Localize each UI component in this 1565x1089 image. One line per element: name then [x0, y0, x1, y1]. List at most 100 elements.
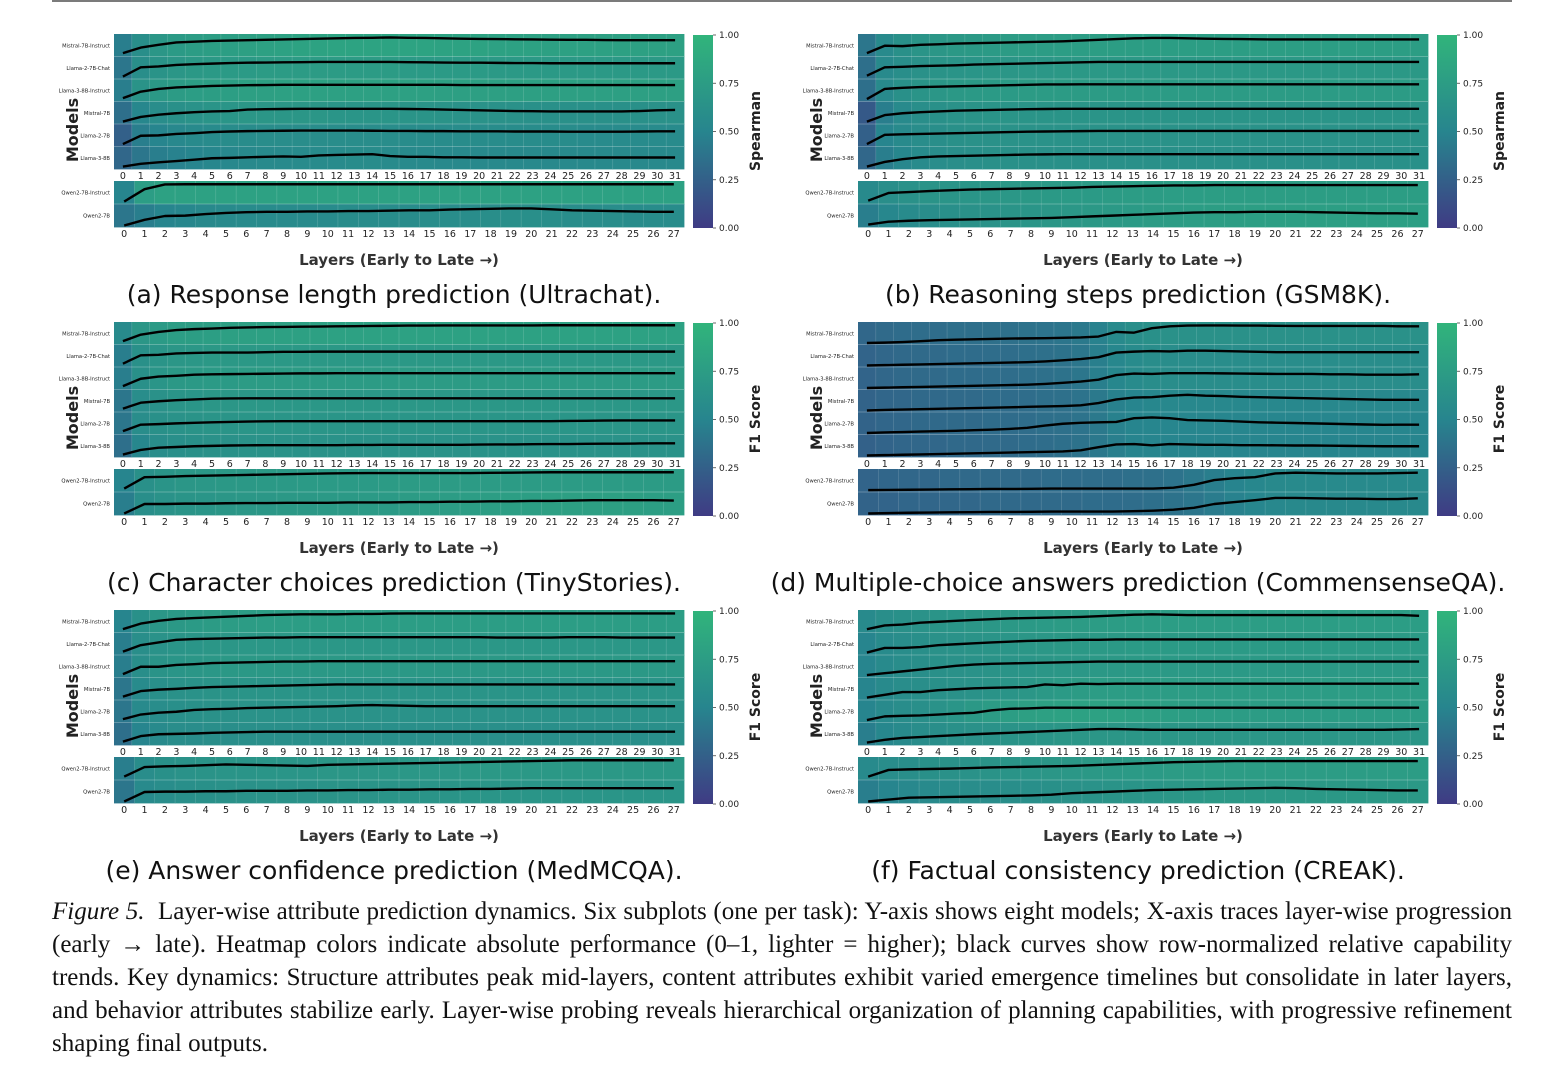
heatmap-cell: [648, 412, 667, 435]
layer-tick-label: 22: [566, 517, 578, 528]
heatmap-cell: [541, 367, 560, 390]
heatmap-cell: [185, 367, 204, 390]
heatmap-cell: [220, 632, 240, 656]
model-label: Llama-3-8B: [80, 156, 110, 162]
layer-tick-label: 14: [1147, 805, 1159, 816]
heatmap-cell: [964, 56, 984, 80]
heatmap-cell: [1160, 56, 1180, 80]
trend-curve: [866, 152, 1420, 168]
heatmap-cell: [1305, 181, 1327, 205]
heatmap-cell: [559, 34, 578, 57]
heatmap-cell: [1000, 412, 1019, 435]
heatmap-cell: [203, 79, 222, 102]
heatmap-cell: [893, 344, 912, 368]
layer-tick-label: 10: [295, 171, 307, 182]
heatmap-cell: [238, 700, 257, 723]
heatmap-cell: [1071, 322, 1090, 345]
colorbar-tick-label: 0.00: [1463, 512, 1483, 522]
heatmap-cell: [131, 412, 151, 435]
heatmap-cell: [488, 412, 507, 435]
heatmap-cell: [309, 655, 329, 678]
heatmap-cell: [1053, 344, 1073, 368]
heatmap-cell: [1071, 124, 1090, 147]
heatmap-cell: [929, 56, 948, 80]
layer-tick-label: 5: [953, 747, 959, 758]
layer-tick-label: 20: [1217, 459, 1229, 470]
heatmap-cell: [878, 492, 900, 516]
heatmap-cell: [1071, 632, 1090, 656]
heatmap-cell: [220, 124, 240, 147]
layer-tick-label: 6: [243, 229, 249, 240]
heatmap-cell: [1356, 677, 1375, 701]
layer-tick-label: 5: [209, 747, 215, 758]
heatmap-cell: [1107, 56, 1126, 80]
heatmap-cell: [452, 79, 471, 102]
heatmap-cell: [1036, 34, 1055, 57]
subplot-b: Mistral-7B-InstructLlama-2-7B-ChatLlama-…: [803, 31, 1508, 309]
heatmap-cell: [256, 655, 275, 678]
layer-tick-label: 9: [1048, 229, 1054, 240]
heatmap-cell: [274, 632, 293, 656]
heatmap-cell: [416, 677, 436, 701]
model-label: Qwen2-7B-Instruct: [805, 767, 854, 773]
heatmap-cell: [602, 757, 624, 781]
heatmap-cell: [1232, 367, 1251, 390]
heatmap-cell: [1196, 101, 1215, 125]
heatmap-cell: [238, 79, 257, 102]
heatmap-cell: [982, 79, 1001, 102]
model-label: Llama-3-8B-Instruct: [59, 664, 110, 670]
heatmap-cell: [399, 610, 418, 633]
heatmap-cell: [878, 780, 900, 804]
heatmap-cell: [1107, 34, 1126, 57]
main-heatmap: [858, 322, 1429, 458]
heatmap-cell: [1143, 722, 1162, 746]
heatmap-cell: [919, 181, 940, 205]
layer-tick-label: 2: [156, 747, 162, 758]
heatmap-cell: [1000, 700, 1019, 723]
heatmap-cell: [276, 204, 298, 228]
heatmap-cell: [1305, 780, 1327, 804]
model-label: Llama-2-7B-Chat: [66, 642, 110, 648]
heatmap-cell: [1346, 780, 1368, 804]
heatmap-cell: [488, 610, 507, 633]
heatmap-cell: [292, 344, 311, 368]
layer-tick-label: 6: [243, 517, 249, 528]
layer-tick-label: 2: [900, 459, 906, 470]
heatmap-cell: [964, 322, 984, 345]
subplot-e: Mistral-7B-InstructLlama-2-7B-ChatLlama-…: [59, 607, 764, 885]
heatmap-cell: [1224, 469, 1246, 493]
subplot-d: Mistral-7B-InstructLlama-2-7B-ChatLlama-…: [771, 319, 1508, 597]
heatmap-cell: [327, 101, 346, 125]
model-label: Mistral-7B: [84, 111, 111, 117]
heatmap-cell: [185, 56, 204, 80]
main-heatmap: [858, 610, 1429, 746]
heatmap-cell: [1392, 56, 1411, 80]
trend-curve: [866, 638, 1420, 654]
heatmap-cell: [1041, 469, 1062, 493]
layer-tick-label: 30: [651, 459, 663, 470]
heatmap-cell: [582, 469, 603, 493]
layer-tick-label: 4: [203, 805, 209, 816]
colorbar-tick-label: 0.75: [719, 79, 739, 89]
layer-tick-label: 16: [444, 517, 456, 528]
heatmap-cell: [541, 722, 560, 746]
heatmap-cell: [559, 722, 578, 746]
heatmap-cell: [1183, 780, 1205, 804]
heatmap-cell: [480, 780, 502, 804]
heatmap-cell: [1249, 700, 1269, 723]
layer-tick-label: 25: [1371, 805, 1383, 816]
heatmap-cell: [317, 469, 339, 493]
subplot-caption: (f) Factual consistency prediction (CREA…: [871, 856, 1405, 885]
heatmap-cell: [309, 124, 329, 147]
heatmap-cell: [1249, 79, 1269, 102]
layer-tick-label: 15: [384, 171, 396, 182]
colorbar-tick-label: 0.00: [1463, 800, 1483, 810]
heatmap-cell: [1036, 722, 1055, 746]
heatmap-cell: [381, 700, 400, 723]
heatmap-cell: [1303, 101, 1322, 125]
heatmap-cell: [612, 344, 631, 368]
trend-curve: [123, 759, 674, 778]
heatmap-cell: [893, 322, 912, 345]
heatmap-cell: [929, 101, 948, 125]
heatmap-cell: [982, 34, 1001, 57]
